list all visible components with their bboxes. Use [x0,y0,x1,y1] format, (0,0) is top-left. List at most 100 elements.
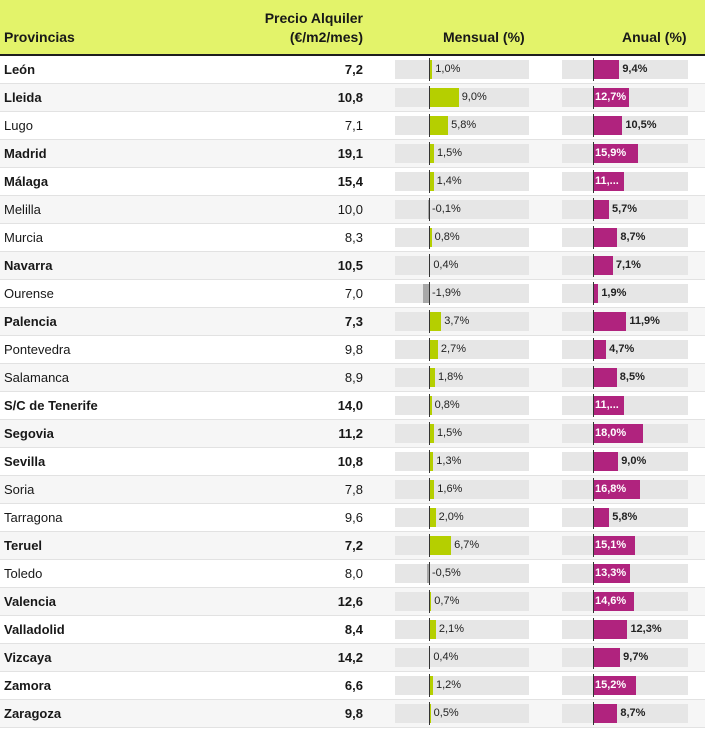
table-row: Palencia 7,3 3,7% 11,9% [0,308,705,336]
mensual-value: 0,8% [434,231,460,243]
mensual-bar [429,116,449,135]
table-body: León 7,2 1,0% 9,4% Lleida 10,8 9,0% 12,7% Lugo 7,… [0,56,705,728]
mensual-track [395,536,529,555]
mensual-value: 2,0% [438,511,464,523]
anual-value: 4,7% [609,343,635,355]
mensual-value: 1,5% [436,427,463,439]
mensual-value: -0,5% [432,567,461,579]
mensual-track [395,144,529,163]
anual-bar [593,284,599,303]
provincia-cell: Sevilla [4,454,46,469]
anual-bar [593,228,618,247]
provincia-cell: Madrid [4,146,47,161]
anual-bar [593,676,636,695]
mensual-value: -1,9% [432,287,461,299]
anual-value: 16,8% [595,483,627,495]
mensual-zero-line [429,450,430,473]
mensual-bar [429,312,442,331]
mensual-bar [429,508,436,527]
table-row: Madrid 19,1 1,5% 15,9% [0,140,705,168]
anual-zero-line [593,282,594,305]
precio-cell: 8,4 [344,622,363,637]
anual-bar [593,480,641,499]
mensual-zero-line [429,198,430,221]
anual-value: 11,... [595,399,619,411]
mensual-value: 1,8% [437,371,464,383]
anual-value: 1,9% [601,287,627,299]
mensual-track [395,704,529,723]
mensual-track [395,676,529,695]
mensual-track [395,648,529,667]
anual-zero-line [593,58,594,81]
anual-zero-line [593,450,594,473]
provincia-cell: Ourense [4,286,54,301]
precio-cell: 7,8 [344,482,363,497]
mensual-value: 1,2% [435,679,462,691]
mensual-bar [429,60,433,79]
provincia-cell: Melilla [4,202,41,217]
precio-cell: 6,6 [344,678,363,693]
header-provincias[interactable]: Provincias [4,29,75,45]
mensual-value: 1,4% [436,175,462,187]
provincia-cell: Tarragona [4,510,63,525]
header-precio[interactable]: Precio Alquiler (€/m2/mes) [265,9,363,47]
precio-cell: 8,3 [344,230,363,245]
anual-bar [593,200,609,219]
precio-cell: 19,1 [337,146,363,161]
anual-bar [593,452,619,471]
mensual-bar [429,368,435,387]
mensual-value: -0,1% [432,203,461,215]
precio-cell: 8,0 [344,566,363,581]
mensual-zero-line [429,142,430,165]
anual-zero-line [593,226,594,249]
anual-bar [593,704,618,723]
mensual-track [395,368,529,387]
provincia-cell: Lleida [4,90,42,105]
mensual-zero-line [429,338,430,361]
mensual-bar [422,284,429,303]
table-row: Lugo 7,1 5,8% 10,5% [0,112,705,140]
anual-zero-line [593,254,594,277]
mensual-zero-line [429,254,430,277]
provincia-cell: Lugo [4,118,33,133]
anual-value: 12,3% [630,623,662,635]
anual-bar [593,312,627,331]
anual-bar [593,564,631,583]
mensual-value: 1,0% [435,63,461,75]
anual-bar [593,536,636,555]
anual-bar [593,116,623,135]
anual-zero-line [593,590,594,613]
mensual-bar [429,424,434,443]
table-row: Teruel 7,2 6,7% 15,1% [0,532,705,560]
anual-value: 5,8% [612,511,638,523]
table-row: Vizcaya 14,2 0,4% 9,7% [0,644,705,672]
anual-zero-line [593,114,594,137]
precio-cell: 10,8 [337,90,363,105]
provincia-cell: Navarra [4,258,53,273]
anual-zero-line [593,142,594,165]
anual-zero-line [593,366,594,389]
provincia-cell: Salamanca [4,370,70,385]
mensual-bar [427,564,429,583]
table-row: S/C de Tenerife 14,0 0,8% 11,... [0,392,705,420]
mensual-value: 0,5% [433,707,459,719]
header-anual[interactable]: Anual (%) [622,29,687,45]
mensual-zero-line [429,534,430,557]
precio-cell: 15,4 [337,174,363,189]
provincia-cell: S/C de Tenerife [4,398,98,413]
mensual-zero-line [429,646,430,669]
table-row: Sevilla 10,8 1,3% 9,0% [0,448,705,476]
provincia-cell: Toledo [4,566,43,581]
mensual-track [395,228,529,247]
anual-zero-line [593,310,594,333]
mensual-value: 2,1% [438,623,464,635]
mensual-zero-line [429,562,430,585]
mensual-track [395,564,529,583]
precio-cell: 9,8 [344,706,363,721]
precio-cell: 7,1 [344,118,363,133]
mensual-value: 0,8% [434,399,460,411]
anual-zero-line [593,478,594,501]
mensual-zero-line [429,114,430,137]
mensual-bar [429,536,452,555]
header-mensual[interactable]: Mensual (%) [443,29,525,45]
